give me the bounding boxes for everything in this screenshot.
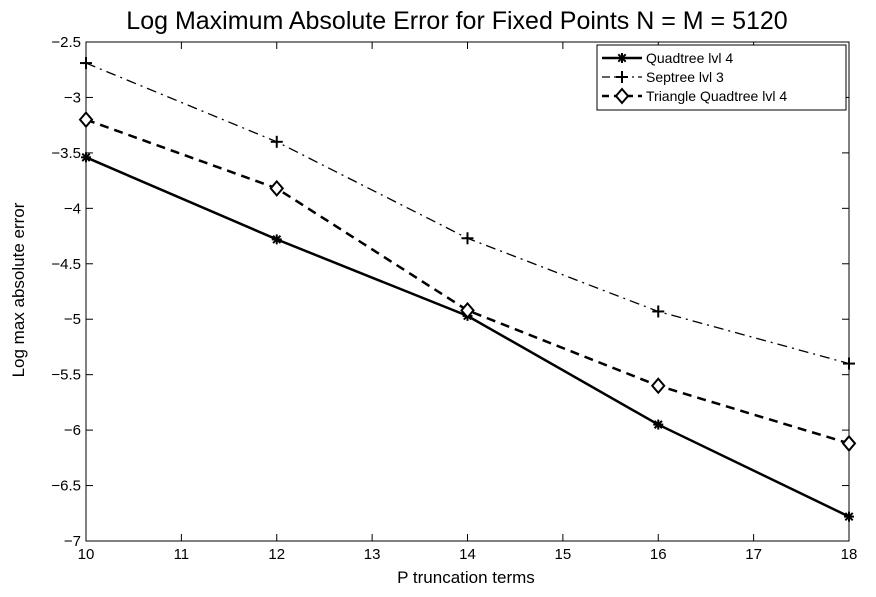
x-tick-label: 12	[268, 546, 285, 563]
legend: Quadtree lvl 4 Septree lvl 3 Triangle Quad…	[596, 44, 847, 111]
series-line	[85, 118, 850, 445]
y-tick-label: −6	[64, 422, 81, 439]
asterisk-marker	[271, 234, 282, 245]
plus-marker	[652, 305, 665, 318]
plus-marker	[843, 357, 855, 370]
asterisk-marker	[81, 152, 91, 163]
x-axis-ticks: 10 11 12 13 14 15 16 17 18	[78, 42, 858, 563]
y-tick-label: −5	[64, 311, 81, 328]
plus-marker	[270, 135, 283, 148]
series-1	[81, 152, 854, 522]
series-3	[78, 111, 857, 452]
legend-entry: Triangle Quadtree lvl 4	[602, 87, 787, 105]
x-tick-label: 10	[78, 546, 95, 563]
chart-title: Log Maximum Absolute Error for Fixed Poi…	[126, 7, 787, 35]
y-tick-label: −4.5	[51, 256, 81, 273]
asterisk-marker	[844, 511, 854, 522]
diamond-marker	[460, 301, 475, 319]
x-tick-label: 15	[555, 546, 572, 563]
series-layer	[78, 57, 857, 522]
y-tick-label: −7	[64, 533, 81, 550]
legend-label: Quadtree lvl 4	[646, 50, 733, 66]
x-tick-label: 13	[364, 546, 381, 563]
y-tick-label: −2.5	[51, 34, 81, 51]
legend-label: Septree lvl 3	[646, 69, 724, 85]
plus-marker	[616, 71, 628, 83]
y-tick-label: −5.5	[51, 367, 81, 384]
x-tick-label: 18	[841, 546, 858, 563]
series-line	[85, 156, 850, 518]
x-tick-label: 16	[650, 546, 667, 563]
plot-area-border	[85, 41, 850, 542]
legend-entry: Quadtree lvl 4	[602, 50, 733, 66]
y-axis-label: Log max absolute error	[9, 202, 28, 377]
diamond-marker	[78, 111, 94, 129]
x-tick-label: 17	[745, 546, 762, 563]
y-tick-label: −6.5	[51, 478, 81, 495]
plus-marker	[80, 57, 92, 70]
asterisk-marker	[653, 419, 664, 430]
series-2	[80, 57, 855, 370]
plus-marker	[461, 232, 474, 245]
legend-entry: Septree lvl 3	[602, 69, 724, 85]
y-tick-label: −4	[64, 200, 81, 217]
plot-frame	[85, 41, 850, 542]
x-axis-label: P truncation terms	[397, 568, 535, 587]
diamond-marker	[650, 377, 666, 395]
diamond-marker	[269, 179, 285, 197]
y-tick-label: −3	[64, 89, 81, 106]
diamond-marker	[614, 87, 630, 105]
x-tick-label: 14	[459, 546, 476, 563]
y-tick-label: −3.5	[51, 145, 81, 162]
diamond-marker	[841, 434, 857, 452]
y-axis-ticks: −2.5 −3 −3.5 −4 −4.5 −5 −5.5 −6 −6.5 −7	[51, 34, 849, 550]
x-tick-label: 11	[174, 546, 190, 563]
asterisk-marker	[617, 53, 627, 63]
legend-label: Triangle Quadtree lvl 4	[646, 88, 787, 104]
